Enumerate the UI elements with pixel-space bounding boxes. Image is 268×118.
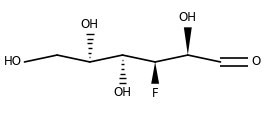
- Text: OH: OH: [179, 11, 197, 24]
- Text: F: F: [152, 87, 158, 100]
- Polygon shape: [151, 62, 159, 84]
- Text: HO: HO: [3, 55, 21, 68]
- Text: OH: OH: [81, 18, 99, 31]
- Text: OH: OH: [113, 86, 132, 99]
- Polygon shape: [184, 27, 192, 55]
- Text: O: O: [251, 55, 260, 68]
